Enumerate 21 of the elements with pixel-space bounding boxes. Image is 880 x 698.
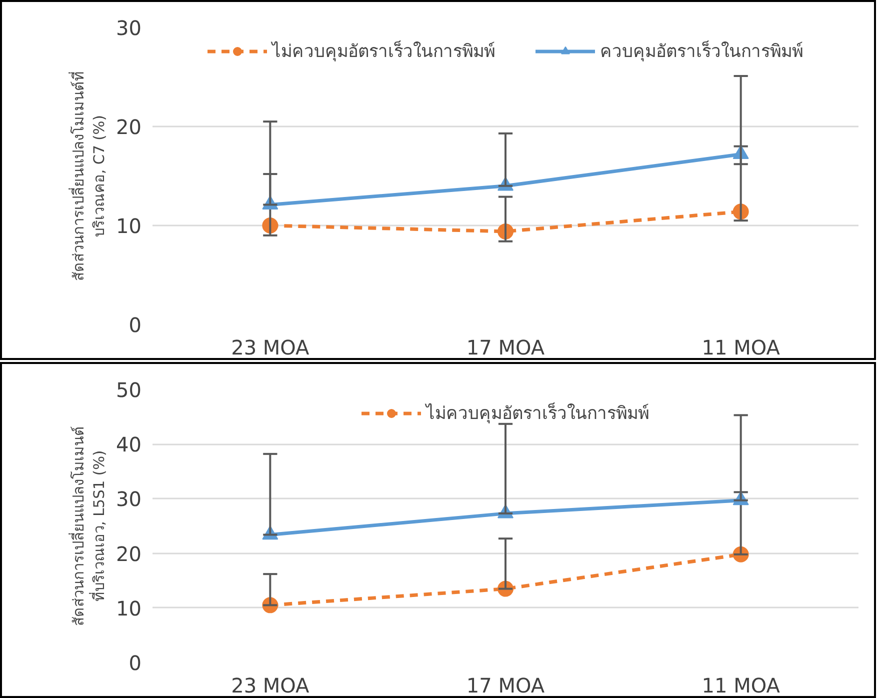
y-tick-label: 10 xyxy=(116,596,142,620)
y-tick-label: 0 xyxy=(128,313,142,337)
y-tick-label: 20 xyxy=(116,542,142,566)
legend-label: ไม่ควบคุมอัตราเร็วในการพิมพ์ xyxy=(426,402,649,426)
legend-label: ไม่ควบคุมอัตราเร็วในการพิมพ์ xyxy=(272,40,495,64)
y-tick-label: 50 xyxy=(116,378,142,402)
y-axis-title: สัดส่วนการเปลี่ยนแปลงโมเมนต์ที่ บริเวณคอ, C7 (%) xyxy=(68,71,108,281)
x-tick-label: 17 MOA xyxy=(466,674,545,698)
x-tick-label: 11 MOA xyxy=(702,674,780,698)
y-tick-label: 10 xyxy=(116,214,142,238)
y-axis-title: สัดส่วนการเปลี่ยนแปลงโมเมนต์ ที่บริเวณเอว, L5S1 (%) xyxy=(68,426,108,626)
y-tick-label: 40 xyxy=(116,432,142,457)
y-tick-label: 30 xyxy=(116,16,142,40)
x-tick-label: 23 MOA xyxy=(231,674,310,698)
y-tick-label: 0 xyxy=(128,651,142,675)
y-tick-label: 30 xyxy=(116,487,142,512)
x-tick-label: 17 MOA xyxy=(466,336,545,360)
x-tick-label: 23 MOA xyxy=(231,336,310,360)
legend-label: ควบคุมอัตราเร็วในการพิมพ์ xyxy=(600,40,803,64)
x-tick-label: 11 MOA xyxy=(702,336,780,360)
y-tick-label: 20 xyxy=(116,115,142,139)
